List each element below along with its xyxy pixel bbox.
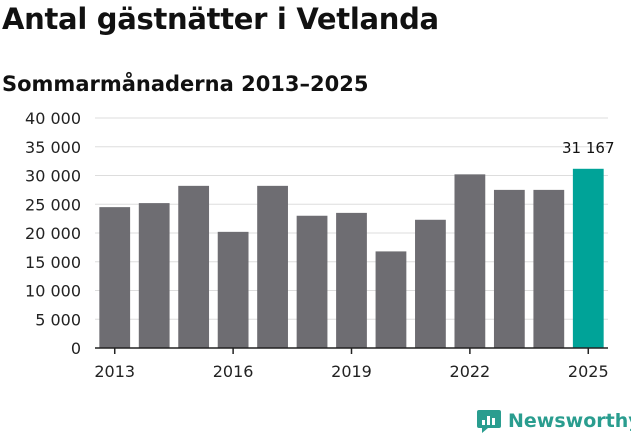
bar xyxy=(533,189,565,349)
chart-title: Antal gästnätter i Vetlanda xyxy=(2,2,439,36)
data-labels: 31 167 xyxy=(562,139,615,157)
y-tick-label: 30 000 xyxy=(25,167,81,186)
x-tick-label: 2013 xyxy=(94,362,135,381)
bar xyxy=(178,185,210,348)
x-tick-label: 2019 xyxy=(331,362,372,381)
bar xyxy=(493,189,525,349)
y-tick-label: 40 000 xyxy=(25,109,81,128)
y-tick-label: 0 xyxy=(71,339,81,358)
bar xyxy=(415,219,446,348)
data-label: 31 167 xyxy=(562,139,615,157)
bar xyxy=(99,207,131,349)
x-axis: 2013 2016 2019 2022 2025 xyxy=(94,347,609,381)
chart-subtitle: Sommarmånaderna 2013–2025 xyxy=(2,72,369,96)
chart-icon xyxy=(477,410,501,433)
y-tick-label: 35 000 xyxy=(25,138,81,157)
x-tick-label: 2025 xyxy=(568,362,609,381)
bar xyxy=(336,212,367,349)
bar-highlight xyxy=(572,168,604,348)
x-tick-label: 2016 xyxy=(213,362,254,381)
y-tick-label: 10 000 xyxy=(25,282,81,301)
y-axis: 0 5 000 10 000 15 000 20 000 25 000 30 000 35 0… xyxy=(25,109,81,358)
x-tick-label: 2022 xyxy=(450,362,491,381)
y-tick-label: 5 000 xyxy=(35,310,81,329)
bar xyxy=(257,185,288,348)
y-tick-label: 15 000 xyxy=(25,253,81,272)
bar xyxy=(296,215,328,348)
bar xyxy=(138,203,170,348)
bar xyxy=(375,251,407,348)
brand-name: Newsworthy xyxy=(508,410,631,432)
y-tick-label: 25 000 xyxy=(25,195,81,214)
bar xyxy=(454,174,486,348)
bar xyxy=(217,231,249,348)
bars xyxy=(99,168,604,349)
newsworthy-logo: Newsworthy xyxy=(476,408,631,434)
y-tick-label: 20 000 xyxy=(25,224,81,243)
